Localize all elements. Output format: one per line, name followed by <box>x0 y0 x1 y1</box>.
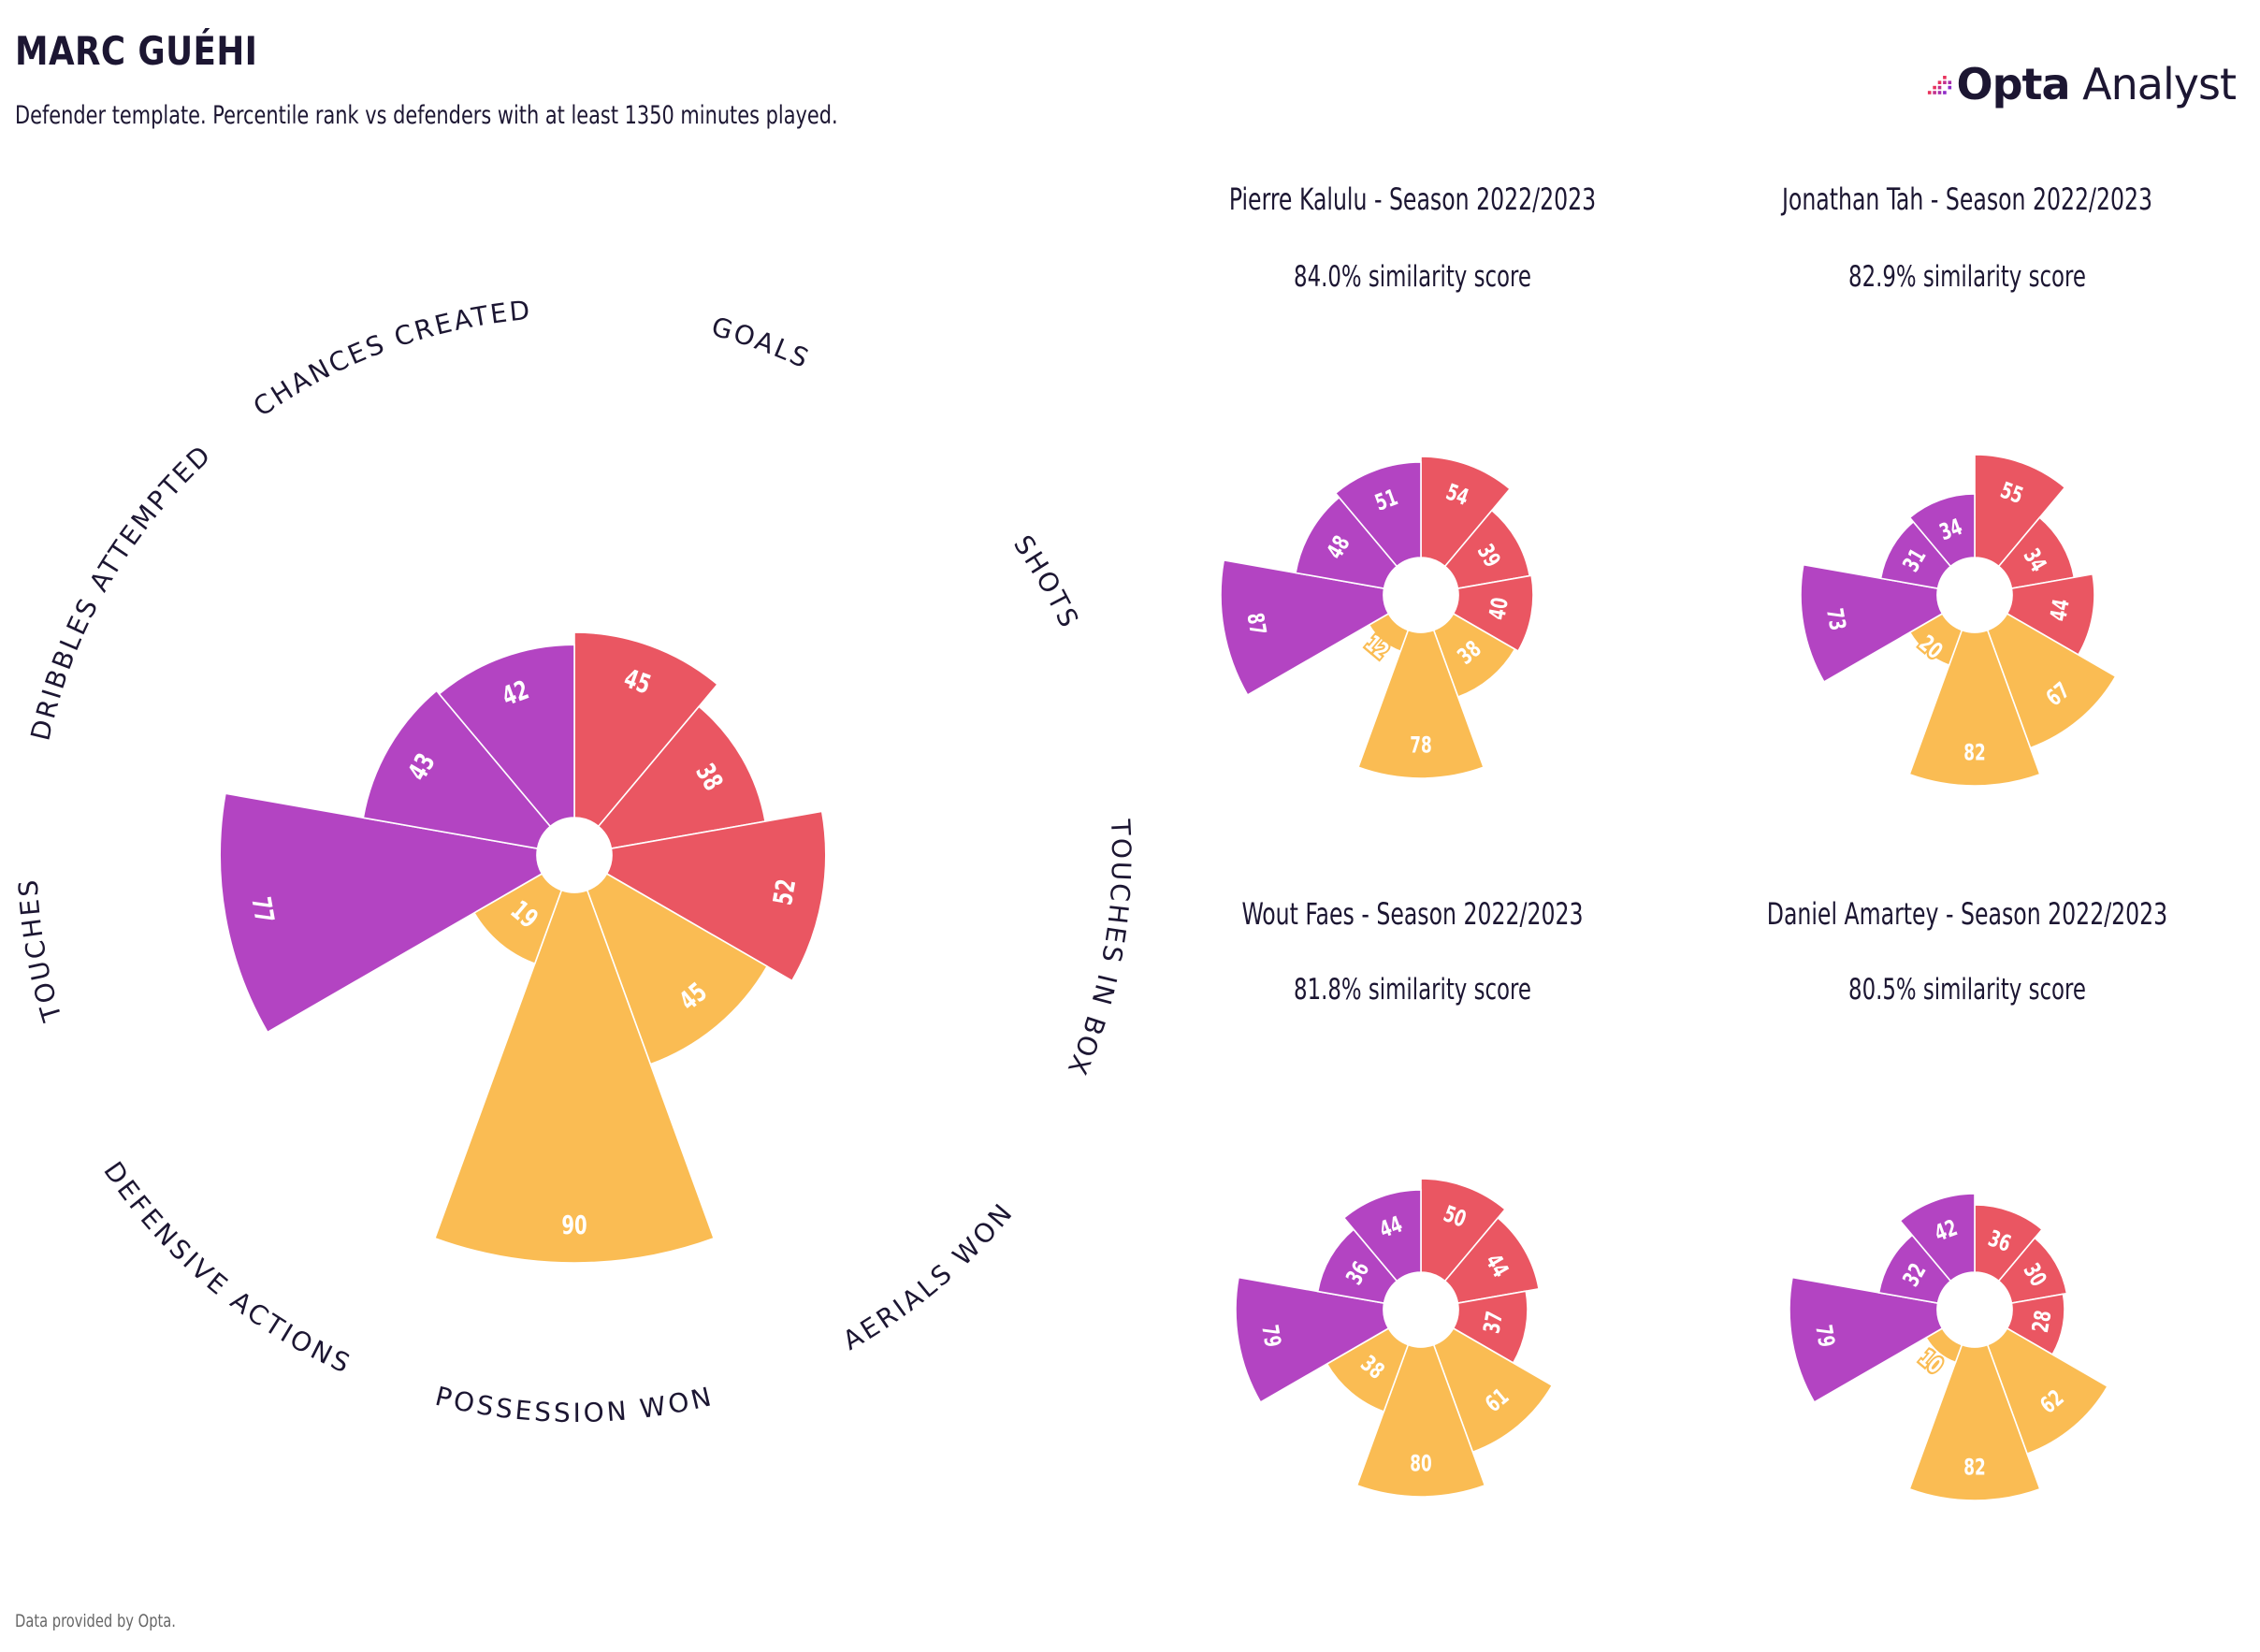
main-center-hole <box>537 818 612 892</box>
similar-3-center-hole <box>1384 1272 1458 1347</box>
similar-2-value-touches: 73 <box>1820 606 1850 632</box>
similar-1-value-touches: 87 <box>1241 611 1271 637</box>
similar-4-value-possession-won: 82 <box>1963 1455 1985 1481</box>
category-label-possession-won: POSSESSION WON <box>432 1381 716 1428</box>
similar-4-similarity-score: 80.5% similarity score <box>1848 973 2086 1007</box>
similar-1-similarity-score: 84.0% similarity score <box>1294 260 1531 294</box>
main-value-possession-won: 90 <box>561 1210 587 1239</box>
similar-2-value-possession-won: 82 <box>1963 740 1985 766</box>
main-value-touches: 77 <box>246 894 281 925</box>
similar-3-value-touches: 79 <box>1256 1323 1286 1349</box>
category-label-touches: TOUCHES <box>12 877 67 1025</box>
similar-3-player-title: Wout Faes - Season 2022/2023 <box>1241 896 1583 931</box>
main-value-touches-in-box: 52 <box>767 877 802 907</box>
similar-4-value-touches: 79 <box>1810 1323 1840 1349</box>
category-label-shots: SHOTS <box>1007 529 1085 633</box>
similar-4-value-touches-in-box: 28 <box>2028 1309 2058 1335</box>
similar-3-value-possession-won: 80 <box>1410 1451 1431 1477</box>
category-label-aerials-won: AERIALS WON <box>837 1196 1020 1356</box>
similar-1-center-hole <box>1384 558 1458 632</box>
similar-3-wedge-possession-won <box>1355 1343 1486 1498</box>
page-title: MARC GUÉHI <box>15 28 258 74</box>
similar-1-player-title: Pierre Kalulu - Season 2022/2023 <box>1229 181 1596 216</box>
similar-4-player-title: Daniel Amartey - Season 2022/2023 <box>1767 896 2167 931</box>
category-label-goals: GOALS <box>708 311 815 374</box>
similar-4-wedge-possession-won <box>1908 1343 2041 1501</box>
similar-4-center-hole <box>1937 1272 2012 1347</box>
category-label-defensive-actions: DEFENSIVE ACTIONS <box>97 1156 356 1380</box>
opta-logo-icon <box>1927 76 1952 94</box>
similar-1-value-possession-won: 78 <box>1410 732 1431 759</box>
opta-logo-wordmark: Opta Analyst <box>1956 59 2238 109</box>
category-label-dribbles-attempted: DRIBBLES ATTEMPTED <box>24 439 218 744</box>
category-label-touches-in-box: TOUCHES IN BOX <box>1061 818 1137 1081</box>
data-source-note: Data provided by Opta. <box>15 1611 176 1631</box>
category-label-chances-created: CHANCES CREATED <box>248 295 533 423</box>
main-wedge-possession-won <box>433 889 716 1264</box>
similar-3-value-touches-in-box: 37 <box>1479 1310 1509 1336</box>
similar-2-similarity-score: 82.9% similarity score <box>1848 260 2086 294</box>
similar-2-value-touches-in-box: 44 <box>2046 597 2076 623</box>
similar-1-value-touches-in-box: 40 <box>1485 596 1514 622</box>
similar-2-center-hole <box>1937 558 2012 632</box>
similar-3-similarity-score: 81.8% similarity score <box>1294 973 1531 1007</box>
logo-word-regular: Analyst <box>2069 59 2237 109</box>
logo-word-bold: Opta <box>1956 59 2071 109</box>
page-subtitle: Defender template. Percentile rank vs de… <box>15 101 838 130</box>
opta-analyst-logo: Opta Analyst <box>1927 51 2238 117</box>
similar-2-player-title: Jonathan Tah - Season 2022/2023 <box>1780 181 2152 216</box>
